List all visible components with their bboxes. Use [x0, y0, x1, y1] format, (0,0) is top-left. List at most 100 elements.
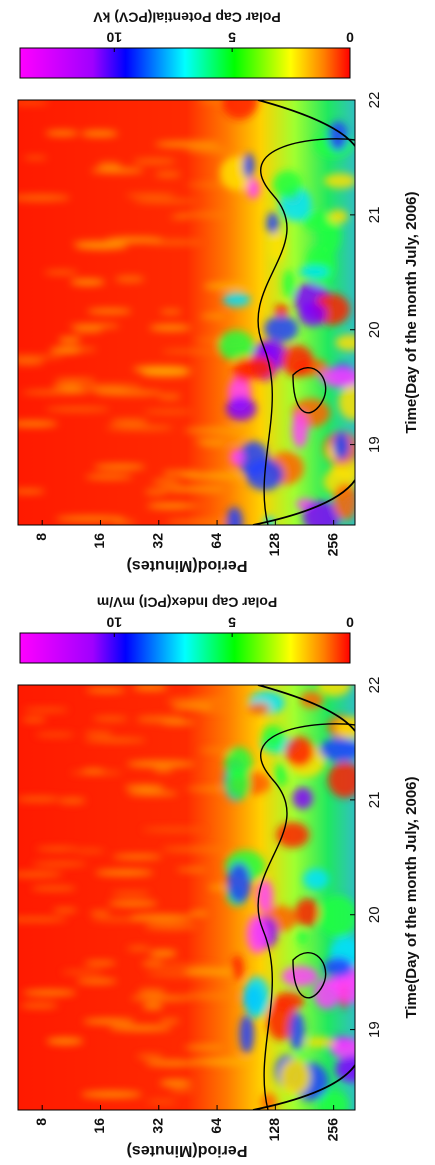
streak [73, 327, 103, 333]
heatmap [2, 674, 372, 1120]
streak [200, 708, 232, 712]
blob [292, 412, 308, 448]
streak [84, 739, 146, 742]
streak [90, 911, 111, 916]
streak [95, 870, 154, 876]
streak [97, 162, 121, 169]
streak [108, 901, 158, 907]
blob [318, 896, 358, 937]
colorbar-tick-label: 10 [106, 614, 122, 630]
streak [23, 990, 77, 996]
streak [87, 309, 132, 314]
y-tick-label: 256 [324, 1118, 340, 1142]
blob [276, 822, 309, 848]
streak [185, 993, 238, 999]
streak [21, 718, 46, 721]
streak [144, 923, 196, 930]
streak [144, 410, 194, 413]
streak [8, 421, 58, 427]
streak [138, 988, 166, 995]
blob [247, 703, 270, 715]
streak [147, 1100, 177, 1103]
streak [185, 149, 229, 152]
streak [167, 697, 229, 703]
x-tick-label: 22 [366, 677, 383, 694]
streak [2, 918, 68, 921]
streak [137, 1054, 164, 1059]
streak [44, 270, 78, 274]
streak [64, 388, 128, 391]
blob [328, 210, 348, 224]
blob [239, 1014, 254, 1053]
colorbar [20, 633, 350, 663]
streak [11, 489, 45, 493]
x-tick-label: 20 [366, 906, 383, 923]
streak [75, 849, 105, 852]
blob [298, 930, 308, 944]
y-tick-label: 64 [208, 1118, 224, 1134]
colorbar-tick-label: 5 [228, 614, 236, 630]
streak [191, 1058, 252, 1065]
streak [85, 475, 133, 479]
streak [61, 971, 104, 974]
streak [70, 771, 122, 774]
streak [93, 717, 128, 721]
colorbar-label: Polar Cap Index(PCI) mV/m [97, 594, 277, 610]
streak [147, 503, 194, 508]
streak [83, 384, 142, 389]
streak [194, 438, 247, 443]
streak [69, 324, 120, 328]
blob [303, 869, 329, 890]
streak [126, 194, 175, 198]
streak [145, 1060, 198, 1066]
colorbar-tick-label: 0 [346, 29, 354, 45]
x-tick-label: 19 [366, 1021, 383, 1038]
blob [333, 483, 358, 520]
streak [111, 892, 150, 896]
blob [289, 1011, 305, 1050]
streak [106, 425, 173, 430]
blob [299, 302, 326, 326]
streak [133, 366, 189, 373]
streak [142, 828, 205, 831]
blob [295, 898, 320, 926]
streak [133, 199, 197, 203]
streak [203, 283, 247, 290]
streak [176, 868, 207, 871]
streak [83, 1019, 135, 1025]
streak [46, 1038, 83, 1045]
streak [149, 965, 217, 968]
y-axis-label: Period(Minutes) [127, 557, 248, 574]
streak [23, 156, 47, 159]
streak [147, 240, 203, 245]
blob [221, 82, 258, 120]
streak [159, 1019, 179, 1022]
streak [170, 1088, 194, 1092]
x-tick-label: 22 [366, 92, 383, 109]
streak [162, 350, 220, 354]
page: {"chart_data": [ {"type": "heatmap", "co… [0, 0, 435, 1165]
streak [58, 337, 81, 343]
blob [324, 173, 357, 188]
blob [218, 330, 254, 360]
y-tick-label: 256 [324, 533, 340, 557]
blob [319, 738, 360, 761]
streak [160, 486, 226, 492]
blob [282, 966, 319, 986]
streak [86, 688, 126, 693]
streak [84, 731, 113, 735]
streak [130, 914, 193, 921]
streak [184, 428, 242, 433]
x-tick-label: 21 [366, 792, 383, 809]
streak [180, 473, 245, 480]
streak [166, 519, 234, 525]
y-tick-label: 64 [208, 533, 224, 549]
streak [158, 394, 181, 400]
blob [227, 863, 251, 904]
blob [223, 292, 251, 307]
streak [109, 1025, 172, 1031]
blob [335, 335, 365, 351]
streak [160, 1080, 192, 1087]
streak [143, 1003, 164, 1009]
blob [323, 957, 352, 977]
